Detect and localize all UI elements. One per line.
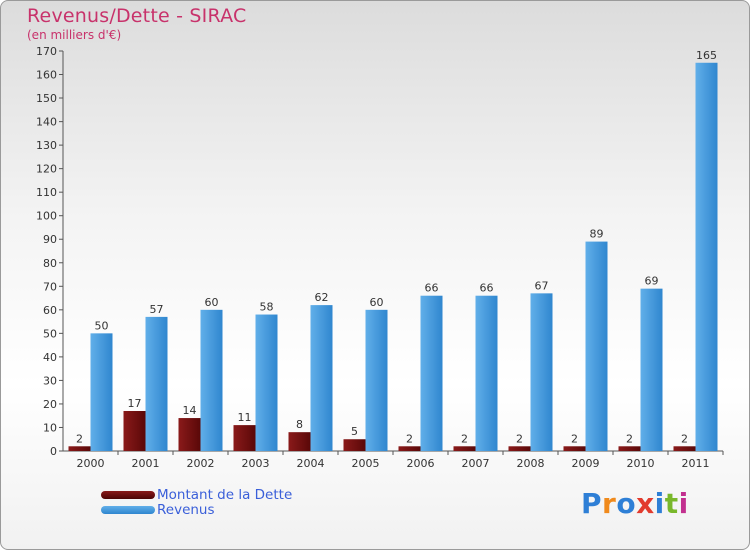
revenue-bar: [255, 314, 278, 451]
debt-data-label: 2: [681, 432, 688, 445]
y-tick-label: 80: [43, 257, 57, 270]
x-tick-label: 2000: [77, 457, 105, 470]
x-tick-label: 2004: [297, 457, 325, 470]
brand-letter: o: [616, 487, 637, 520]
revenue-bar: [695, 62, 718, 451]
y-tick-label: 170: [36, 45, 57, 58]
revenue-data-label: 69: [645, 275, 659, 288]
chart-legend: Montant de la Dette Revenus: [101, 486, 293, 518]
y-tick-label: 150: [36, 92, 57, 105]
revenue-bar: [200, 309, 223, 451]
revenue-bar: [585, 241, 608, 451]
x-tick-label: 2008: [517, 457, 545, 470]
debt-bar: [233, 425, 256, 451]
x-tick-label: 2005: [352, 457, 380, 470]
debt-bar: [398, 446, 421, 451]
revenue-data-label: 89: [590, 228, 604, 241]
y-tick-label: 30: [43, 374, 57, 387]
revenue-data-label: 57: [150, 303, 164, 316]
legend-item-revenue: Revenus: [101, 501, 292, 518]
chart-subtitle: (en milliers d'€): [27, 28, 122, 42]
revenue-bar: [145, 316, 168, 451]
y-tick-label: 40: [43, 351, 57, 364]
brand-letter: t: [664, 487, 679, 520]
debt-data-label: 8: [296, 418, 303, 431]
y-tick-label: 90: [43, 233, 57, 246]
y-tick-label: 0: [50, 445, 57, 458]
revenue-bar: [530, 293, 553, 451]
revenue-data-label: 60: [370, 296, 384, 309]
brand-letter: i: [678, 487, 689, 520]
legend-swatch-debt: [101, 490, 155, 499]
y-tick-label: 100: [36, 210, 57, 223]
brand-letter: x: [636, 487, 655, 520]
debt-bar: [288, 432, 311, 451]
revenue-bar: [90, 333, 113, 451]
debt-data-label: 2: [461, 432, 468, 445]
debt-bar: [68, 446, 91, 451]
revenue-data-label: 62: [315, 291, 329, 304]
y-tick-label: 160: [36, 69, 57, 82]
debt-bar: [343, 439, 366, 451]
debt-data-label: 2: [626, 432, 633, 445]
revenue-data-label: 67: [535, 279, 549, 292]
revenue-data-label: 66: [480, 282, 494, 295]
x-tick-label: 2010: [627, 457, 655, 470]
y-tick-label: 140: [36, 116, 57, 129]
y-tick-label: 50: [43, 327, 57, 340]
y-tick-label: 130: [36, 139, 57, 152]
y-tick-label: 70: [43, 280, 57, 293]
x-tick-label: 2003: [242, 457, 270, 470]
revenue-data-label: 165: [696, 49, 717, 62]
revenue-bar: [640, 288, 663, 451]
legend-item-debt: Montant de la Dette: [101, 486, 293, 503]
debt-bar: [123, 411, 146, 451]
brand-letter: P: [581, 487, 603, 520]
y-tick-label: 120: [36, 163, 57, 176]
debt-bar: [453, 446, 476, 451]
brand-logo: Proxiti: [581, 487, 689, 520]
x-tick-label: 2007: [462, 457, 490, 470]
debt-data-label: 5: [351, 425, 358, 438]
x-tick-label: 2002: [187, 457, 215, 470]
x-tick-label: 2009: [572, 457, 600, 470]
x-tick-label: 2011: [682, 457, 710, 470]
revenue-bar: [475, 295, 498, 451]
y-tick-label: 20: [43, 398, 57, 411]
debt-data-label: 14: [183, 404, 197, 417]
legend-swatch-revenue: [101, 505, 155, 514]
debt-data-label: 2: [406, 432, 413, 445]
revenue-data-label: 50: [95, 319, 109, 332]
debt-data-label: 11: [238, 411, 252, 424]
debt-data-label: 2: [516, 432, 523, 445]
revenue-data-label: 58: [260, 301, 274, 314]
debt-data-label: 2: [76, 432, 83, 445]
debt-bar: [178, 418, 201, 451]
legend-label-debt: Montant de la Dette: [157, 486, 293, 503]
brand-letter: i: [654, 487, 665, 520]
chart-title: Revenus/Dette - SIRAC: [27, 5, 247, 27]
debt-bar: [563, 446, 586, 451]
revenue-bar: [310, 305, 333, 451]
revenue-bar: [420, 295, 443, 451]
brand-letter: r: [602, 487, 617, 520]
debt-bar: [508, 446, 531, 451]
x-tick-label: 2001: [132, 457, 160, 470]
debt-data-label: 2: [571, 432, 578, 445]
y-tick-label: 110: [36, 186, 57, 199]
revenue-data-label: 66: [425, 282, 439, 295]
debt-bar: [673, 446, 696, 451]
y-tick-label: 10: [43, 421, 57, 434]
revenue-bar: [365, 309, 388, 451]
debt-data-label: 17: [128, 397, 142, 410]
revenue-data-label: 60: [205, 296, 219, 309]
y-tick-label: 60: [43, 304, 57, 317]
x-tick-label: 2006: [407, 457, 435, 470]
legend-label-revenue: Revenus: [157, 501, 215, 518]
debt-bar: [618, 446, 641, 451]
